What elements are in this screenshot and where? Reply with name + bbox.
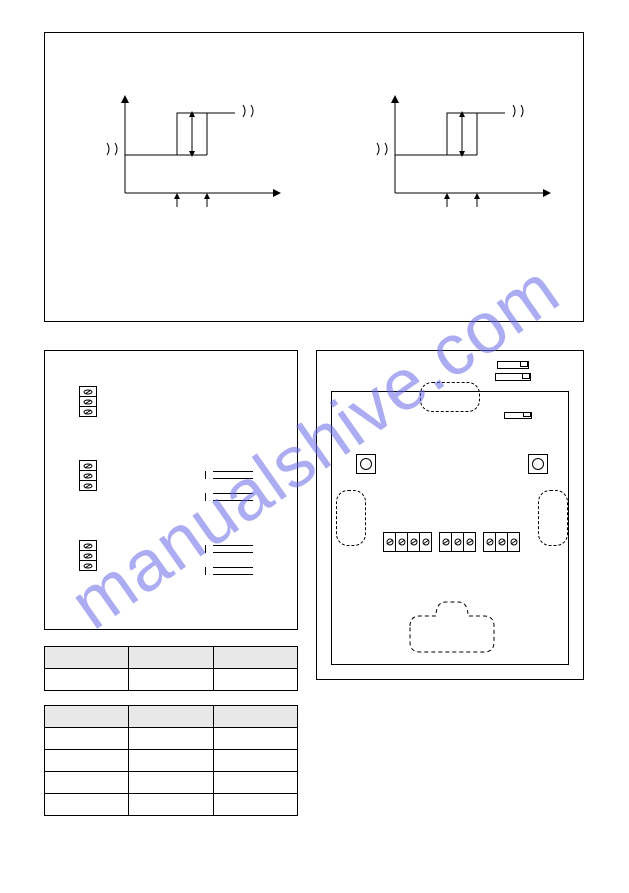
jumper-2 — [495, 373, 531, 381]
table2-r3c2 — [213, 794, 297, 816]
panel-graphs — [44, 32, 584, 322]
slot-group-2 — [205, 541, 261, 585]
slot — [205, 541, 261, 557]
tables-area — [44, 646, 298, 830]
terminal-group-3 — [79, 541, 97, 571]
graph-left — [95, 83, 295, 223]
table2-r2c0 — [45, 772, 129, 794]
terminal — [79, 406, 97, 417]
table2-r1c1 — [129, 750, 213, 772]
terminal — [79, 480, 97, 491]
graph-right-svg — [365, 83, 565, 223]
jumper-1 — [497, 361, 529, 369]
table2-h2 — [213, 706, 297, 728]
terminal-group-1 — [79, 387, 97, 417]
slot-group-1 — [205, 467, 261, 511]
slot — [205, 489, 261, 505]
table2-r0c1 — [129, 728, 213, 750]
table2-h0 — [45, 706, 129, 728]
terminal-v — [419, 532, 432, 552]
table2-r3c1 — [129, 794, 213, 816]
terminal-strip — [384, 532, 520, 552]
table1-h2 — [213, 647, 297, 669]
table1-h0 — [45, 647, 129, 669]
table1-r0c2 — [213, 669, 297, 691]
table2-r1c2 — [213, 750, 297, 772]
table-2 — [44, 705, 298, 816]
table2-r3c0 — [45, 794, 129, 816]
dashed-port-right — [538, 490, 568, 546]
graph-right — [365, 83, 565, 223]
panel-terminals — [44, 350, 298, 630]
jumper-3 — [504, 412, 532, 419]
t-shape-cutout — [400, 596, 500, 656]
panel-pcb — [316, 350, 584, 680]
table2-h1 — [129, 706, 213, 728]
mount-hole-right — [528, 454, 548, 474]
terminal — [79, 560, 97, 571]
table2-r0c0 — [45, 728, 129, 750]
graph-left-svg — [95, 83, 295, 223]
pcb-outline — [331, 391, 569, 665]
table2-r2c2 — [213, 772, 297, 794]
dashed-port-top — [420, 382, 480, 412]
table1-r0c1 — [129, 669, 213, 691]
table1-h1 — [129, 647, 213, 669]
table-1 — [44, 646, 298, 691]
slot — [205, 563, 261, 579]
table2-r0c2 — [213, 728, 297, 750]
slot — [205, 467, 261, 483]
terminal-v — [507, 532, 520, 552]
terminal-group-2 — [79, 461, 97, 491]
table1-r0c0 — [45, 669, 129, 691]
dashed-port-left — [336, 490, 366, 546]
mount-hole-left — [356, 454, 376, 474]
table2-r1c0 — [45, 750, 129, 772]
table2-r2c1 — [129, 772, 213, 794]
terminal-v — [463, 532, 476, 552]
